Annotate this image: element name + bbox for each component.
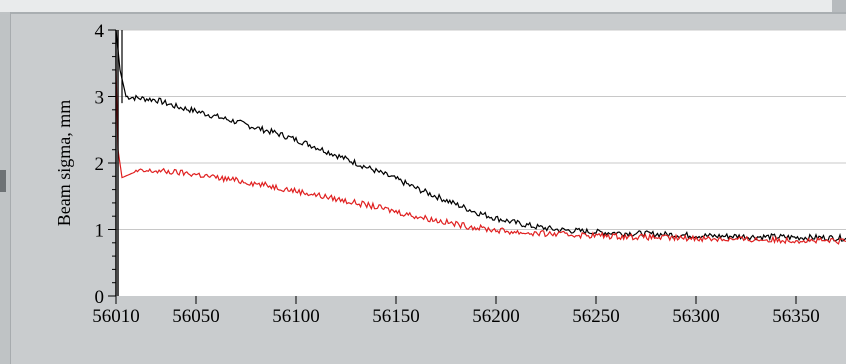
x-tick-label: 56150 [372,306,420,327]
y-tick-label: 2 [95,154,105,175]
window-top-edge [0,0,846,14]
series-line-2 [115,69,846,245]
y-tick-label: 4 [95,21,105,42]
x-axis-ticks: 56010 56050 56100 56150 56200 56250 56300 56350 [92,296,820,327]
series-layer [115,29,846,296]
x-tick-label: 56100 [272,306,320,327]
y-axis-ticks: 0 1 2 3 4 [95,21,116,308]
x-tick-label: 56350 [772,306,820,327]
top-right-corner [832,0,846,12]
y-tick-label: 1 [95,221,105,242]
x-tick-label: 56050 [172,306,220,327]
x-tick-label: 56250 [572,306,620,327]
y-tick-label: 0 [95,287,105,308]
x-tick-label: 56010 [92,306,140,327]
grid-lines [116,29,846,230]
x-tick-label: 56300 [672,306,720,327]
y-axis-title: Beam sigma, mm [54,100,74,226]
y-tick-label: 3 [95,88,105,109]
x-tick-label: 56200 [472,306,520,327]
left-resize-handle[interactable] [0,170,6,192]
series-line-1 [115,29,846,242]
